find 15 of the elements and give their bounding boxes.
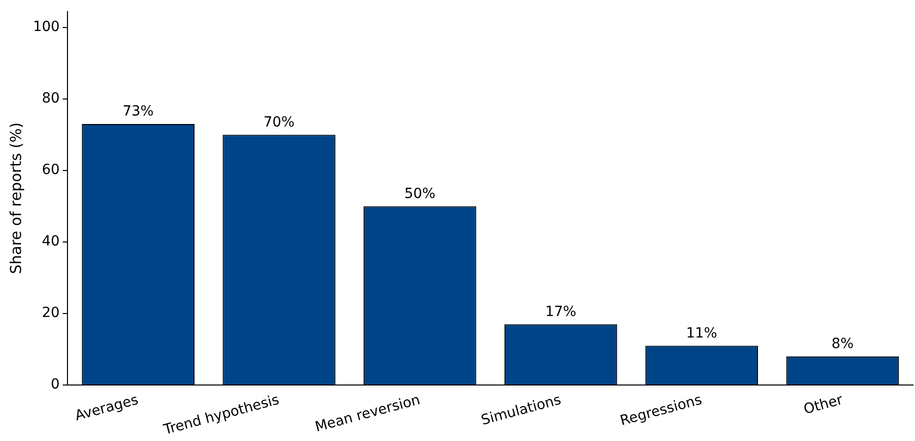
y-tick-label: 80 <box>42 90 60 107</box>
y-tick-label: 20 <box>42 305 60 322</box>
y-tick-label: 40 <box>42 234 60 250</box>
y-tick-label: 0 <box>50 376 60 393</box>
data-label: 70% <box>263 114 295 130</box>
data-label: 50% <box>404 186 436 202</box>
data-label: 17% <box>545 304 576 320</box>
data-label: 73% <box>122 104 154 120</box>
x-tick-label: Other <box>802 392 845 418</box>
data-label: 8% <box>831 336 854 352</box>
data-label: 11% <box>686 325 718 342</box>
y-tick-label: 100 <box>32 19 60 36</box>
x-tick-label: Mean reversion <box>314 392 422 436</box>
y-tick-label: 60 <box>42 162 60 178</box>
y-axis-title: Share of reports (%) <box>6 122 25 274</box>
